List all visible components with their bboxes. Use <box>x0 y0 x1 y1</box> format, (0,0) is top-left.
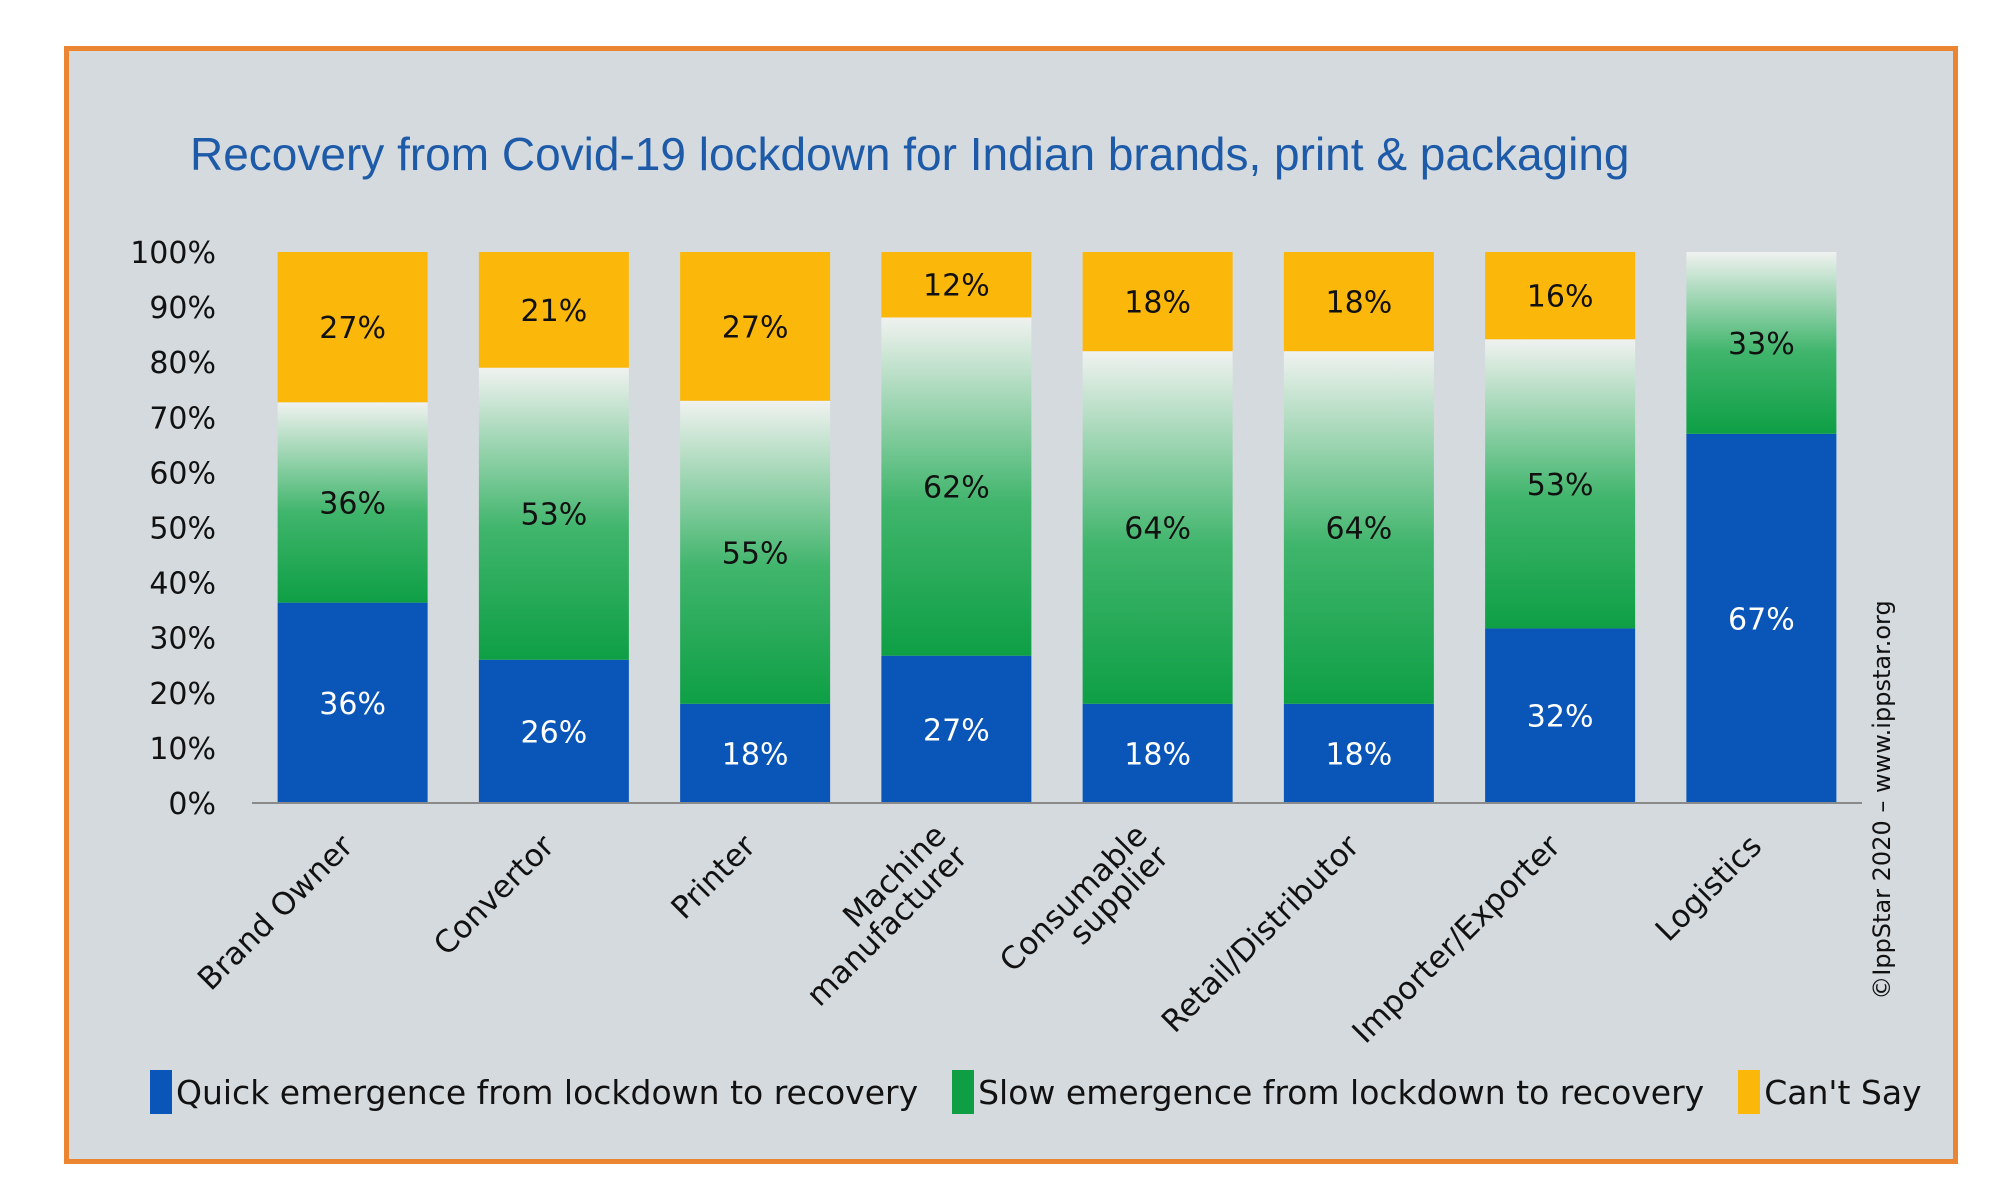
legend-label-quick: Quick emergence from lockdown to recover… <box>176 1072 919 1112</box>
x-tick-label-line: Printer <box>664 828 763 927</box>
bar-segment-quick <box>1082 703 1233 803</box>
x-tick-label: Convertor <box>427 828 562 963</box>
data-label: 33% <box>1728 327 1795 362</box>
chart-title: Recovery from Covid-19 lockdown for Indi… <box>190 128 1630 180</box>
y-tick-label: 30% <box>149 622 216 657</box>
data-label: 36% <box>319 486 386 521</box>
bar-segment-quick <box>478 659 629 803</box>
data-label: 26% <box>521 715 588 750</box>
data-label: 64% <box>1326 512 1393 547</box>
x-tick-label: Machinemanufacturer <box>779 817 975 1013</box>
y-tick-label: 0% <box>168 787 216 822</box>
legend-item-quick: Quick emergence from lockdown to recover… <box>150 1070 918 1114</box>
data-label: 18% <box>722 737 789 772</box>
bar-segment-slow <box>680 400 831 704</box>
bar-segment-cant-say <box>1485 252 1636 340</box>
legend-swatch-cant-say <box>1738 1070 1761 1114</box>
legend-label-cant-say: Can't Say <box>1764 1072 1922 1112</box>
x-tick-label: Importer/Exporter <box>1345 828 1568 1051</box>
bar-segment-cant-say <box>680 252 831 401</box>
bar-segment-cant-say <box>881 252 1032 318</box>
copyright-watermark: ©IppStar 2020 – www.ippstar.org <box>1868 600 1896 999</box>
legend-swatch-slow <box>952 1070 975 1114</box>
legend-swatch-quick <box>150 1070 172 1114</box>
data-label: 27% <box>923 713 990 748</box>
bars: 36% 36% 27% 26% 53% 21% 18% 55% 27% 27% 62% 12% 18% 6… <box>277 252 1837 803</box>
bar-segment-quick <box>680 703 831 803</box>
data-label: 64% <box>1124 512 1191 547</box>
y-axis: 0% 10% 20% 30% 40% 50% 60% 70% 80% 90% 100% <box>130 236 216 822</box>
x-tick-label-line: Importer/Exporter <box>1345 828 1568 1051</box>
bar-segment-quick <box>1485 628 1636 803</box>
bar-segment-slow <box>478 367 629 660</box>
data-label: 55% <box>722 536 789 571</box>
data-label: 36% <box>319 687 386 722</box>
x-axis: Brand Owner Convertor Printer Machinemanufa… <box>191 817 1769 1051</box>
x-tick-label-line: Retail/Distributor <box>1155 828 1367 1040</box>
bar-segment-cant-say <box>1082 252 1233 352</box>
bar-segment-quick <box>277 602 428 803</box>
y-tick-label: 100% <box>130 236 216 271</box>
legend-item-cant-say: Can't Say <box>1738 1070 1922 1114</box>
y-tick-label: 70% <box>149 401 216 436</box>
x-tick-label-line: Convertor <box>427 828 562 963</box>
data-label: 18% <box>1124 286 1191 321</box>
y-tick-label: 20% <box>149 677 216 712</box>
x-tick-label: Consumablesupplier <box>993 817 1176 1000</box>
data-label: 18% <box>1124 737 1191 772</box>
data-label: 12% <box>923 269 990 304</box>
y-tick-label: 80% <box>149 346 216 381</box>
data-label: 16% <box>1527 280 1594 315</box>
data-label: 62% <box>923 471 990 506</box>
data-label: 53% <box>1527 468 1594 503</box>
y-tick-label: 90% <box>149 291 216 326</box>
data-label: 18% <box>1326 286 1393 321</box>
x-tick-label-line: Brand Owner <box>191 828 360 997</box>
data-label: 27% <box>319 311 386 346</box>
legend-item-slow: Slow emergence from lockdown to recovery <box>952 1070 1704 1114</box>
x-tick-label: Retail/Distributor <box>1155 828 1367 1040</box>
bar-segment-cant-say <box>478 252 629 368</box>
data-label: 67% <box>1728 602 1795 637</box>
data-label: 27% <box>722 310 789 345</box>
bar-segment-slow <box>277 402 428 603</box>
y-tick-label: 10% <box>149 732 216 767</box>
data-label: 32% <box>1527 700 1594 735</box>
bar-segment-quick <box>1686 433 1837 803</box>
bar-segment-slow <box>1686 252 1837 434</box>
x-tick-label-line: Logistics <box>1649 828 1769 948</box>
bar-segment-slow <box>1283 351 1434 704</box>
data-label: 21% <box>521 294 588 329</box>
x-tick-label: Brand Owner <box>191 828 360 997</box>
y-tick-label: 50% <box>149 512 216 547</box>
legend-label-slow: Slow emergence from lockdown to recovery <box>978 1072 1705 1112</box>
y-tick-label: 60% <box>149 456 216 491</box>
y-tick-label: 40% <box>149 567 216 602</box>
bar-segment-slow <box>881 317 1032 656</box>
legend: Quick emergence from lockdown to recover… <box>150 1062 1956 1122</box>
bar-segment-slow <box>1082 351 1233 704</box>
x-tick-label: Logistics <box>1649 828 1769 948</box>
bar-segment-quick <box>881 655 1032 803</box>
data-label: 53% <box>521 498 588 533</box>
data-label: 18% <box>1326 737 1393 772</box>
bar-segment-slow <box>1485 339 1636 629</box>
bar-segment-quick <box>1283 703 1434 803</box>
x-tick-label: Printer <box>664 828 763 927</box>
bar-segment-cant-say <box>277 252 428 403</box>
bar-segment-cant-say <box>1283 252 1434 352</box>
